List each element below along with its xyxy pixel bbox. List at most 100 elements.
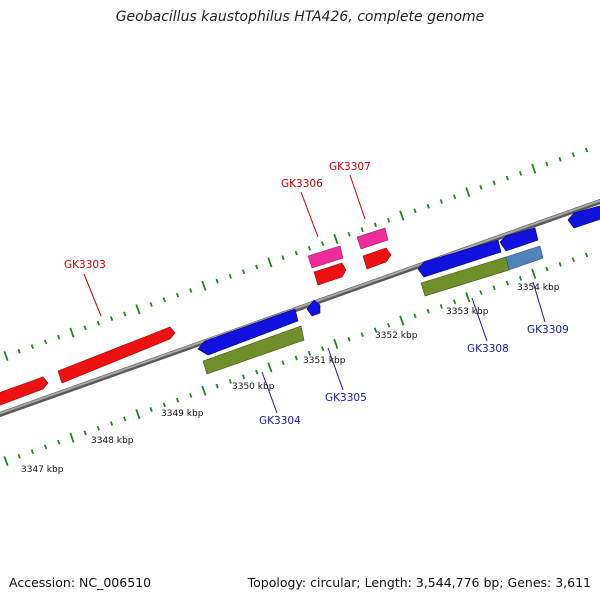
lower-tick-mark: [281, 360, 285, 366]
upper-tick-mark: [360, 227, 364, 233]
lower-tick-mark: [505, 280, 509, 286]
gene-label[interactable]: GK3305: [325, 392, 367, 404]
upper-tick-mark: [439, 199, 443, 204]
upper-tick-mark: [201, 280, 207, 291]
upper-tick-mark: [3, 350, 9, 362]
lower-tick-mark: [387, 322, 391, 328]
kbp-label: 3354 kbp: [517, 283, 560, 293]
kbp-label: 3352 kbp: [375, 331, 418, 341]
upper-tick-mark: [492, 180, 496, 186]
gene-bar-gk3304[interactable]: [197, 308, 299, 356]
kbp-label: 3348 kbp: [91, 436, 134, 446]
upper-tick-mark: [215, 278, 219, 284]
upper-tick-mark: [69, 327, 75, 338]
lower-tick-mark: [30, 449, 34, 454]
upper-tick-mark: [43, 339, 48, 345]
lower-tick-mark: [439, 304, 443, 309]
lower-tick-mark: [426, 308, 430, 314]
upper-tick-mark: [453, 194, 457, 200]
label-leader-lines: [83, 174, 546, 414]
gene-label[interactable]: GK3304: [259, 415, 301, 427]
lower-tick-mark: [545, 266, 549, 272]
genome-backbone: [0, 198, 600, 418]
lower-tick-mark: [373, 327, 378, 333]
lower-tick-mark: [228, 379, 232, 384]
gene-bar-gk3307[interactable]: [362, 247, 392, 270]
upper-tick-mark: [558, 156, 562, 162]
upper-tick-mark: [465, 187, 471, 198]
accession-text: Accession: NC_006510: [9, 575, 152, 590]
upper-tick-mark: [373, 222, 378, 228]
gene-label[interactable]: GK3307: [329, 161, 371, 173]
lower-tick-mark: [333, 338, 339, 349]
lower-tick-mark: [162, 402, 166, 408]
upper-tick-mark: [162, 297, 166, 303]
protein-bar-gk3309[interactable]: [505, 245, 544, 271]
upper-tick-mark: [387, 217, 391, 223]
kbp-label: 3353 kbp: [446, 307, 489, 317]
gene-label[interactable]: GK3303: [64, 259, 106, 271]
gene-bar-gk3306-pink[interactable]: [307, 245, 344, 269]
kbp-label: 3349 kbp: [161, 409, 204, 419]
gene-bar-right-partial[interactable]: [567, 203, 600, 229]
lower-tick-mark: [96, 425, 100, 431]
lower-tick-mark: [57, 439, 61, 445]
gene-bar-gk3307-pink[interactable]: [356, 227, 389, 250]
upper-tick-mark: [123, 311, 127, 317]
gene-labels: GK3303 GK3304 GK3305 GK3306 GK3307 GK330…: [64, 161, 569, 427]
upper-tick-mark: [545, 161, 549, 167]
upper-tick-mark: [281, 255, 285, 261]
upper-tick-mark: [413, 208, 417, 214]
lower-tick-mark: [347, 336, 351, 342]
lower-tick-mark: [109, 421, 114, 426]
lower-tick-mark: [135, 409, 141, 420]
upper-tick-mark: [294, 250, 298, 256]
upper-tick-mark: [96, 320, 100, 326]
upper-tick-mark: [30, 344, 34, 349]
gene-bar-gk3308[interactable]: [417, 239, 502, 278]
lower-tick-mark: [571, 257, 575, 263]
gene-bar-gk3309[interactable]: [499, 227, 539, 252]
upper-tick-mark: [307, 245, 312, 251]
lower-tick-mark: [69, 432, 75, 443]
gene-bar-gk3306[interactable]: [313, 262, 347, 286]
lower-tick-mark: [307, 350, 312, 356]
lower-tick-mark: [399, 315, 405, 326]
lower-tick-mark: [267, 362, 273, 373]
gene-bar-gk3303[interactable]: [57, 326, 176, 384]
lower-tick-mark: [3, 455, 9, 467]
lower-tick-row: [3, 252, 589, 467]
lower-tick-mark: [558, 261, 562, 267]
upper-tick-mark: [321, 241, 325, 247]
lower-tick-mark: [518, 275, 523, 281]
map-title: Geobacillus kaustophilus HTA426, complet…: [115, 9, 485, 25]
gene-bar-left-partial[interactable]: [0, 376, 49, 409]
upper-tick-mark: [479, 185, 483, 190]
kbp-label: 3347 kbp: [21, 465, 64, 475]
upper-tick-mark: [57, 334, 61, 340]
upper-tick-mark: [333, 233, 339, 244]
lower-tick-mark: [17, 453, 21, 459]
upper-tick-mark: [109, 316, 114, 321]
upper-tick-row: [3, 147, 589, 362]
lower-tick-mark: [123, 416, 127, 422]
gene-label[interactable]: GK3306: [281, 178, 323, 190]
lower-tick-mark: [321, 346, 325, 352]
lower-tick-mark: [479, 290, 483, 295]
upper-tick-mark: [584, 147, 589, 153]
lower-tick-mark: [189, 393, 193, 398]
upper-tick-mark: [347, 231, 351, 237]
lower-tick-mark: [255, 369, 259, 375]
gene-label[interactable]: GK3309: [527, 324, 569, 336]
gene-bar-gk3305[interactable]: [306, 299, 321, 317]
kbp-label: 3351 kbp: [303, 356, 346, 366]
kbp-tick-labels: 3347 kbp 3348 kbp 3349 kbp 3350 kbp 3351…: [21, 283, 560, 475]
lower-tick-mark: [294, 355, 298, 361]
gene-label[interactable]: GK3308: [467, 343, 509, 355]
protein-bar-gk3304[interactable]: [202, 325, 305, 375]
genome-summary-text: Topology: circular; Length: 3,544,776 bp…: [247, 575, 591, 590]
lower-tick-mark: [413, 313, 417, 319]
upper-tick-mark: [83, 325, 87, 331]
lower-tick-mark: [584, 252, 589, 258]
